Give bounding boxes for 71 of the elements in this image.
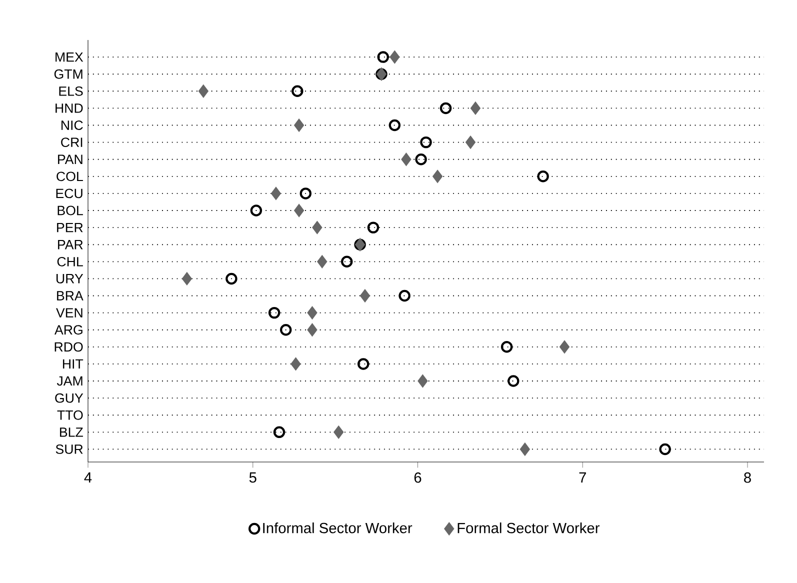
point — [334, 426, 344, 439]
point — [198, 84, 208, 98]
y-tick-label: MEX — [56, 52, 84, 62]
y-tick-label: CHL — [57, 256, 83, 266]
y-tick-label: NIC — [62, 120, 83, 130]
point — [250, 204, 262, 216]
x-tick-label: 7 — [579, 472, 586, 482]
y-tick-label: GUY — [55, 393, 84, 403]
y-tick-label: PER — [57, 222, 83, 232]
y-tick-label: ELS — [59, 86, 83, 96]
point — [659, 443, 671, 456]
point — [432, 170, 443, 184]
y-tick-label: COL — [56, 172, 83, 182]
point — [398, 290, 410, 302]
y-tick-label: RDO — [54, 342, 83, 352]
point — [317, 254, 328, 268]
point — [377, 51, 389, 63]
point — [290, 357, 301, 371]
y-tick-label: GTM — [54, 69, 82, 79]
point — [360, 289, 370, 302]
y-tick-label: JAM — [56, 376, 82, 386]
point — [294, 118, 304, 132]
y-tick-label: CRI — [61, 138, 82, 148]
point — [520, 442, 530, 456]
point — [307, 306, 318, 320]
y-tick-label: URY — [56, 274, 84, 284]
x-tick-label: 5 — [249, 472, 256, 483]
point — [307, 323, 318, 337]
point — [300, 188, 312, 200]
point — [415, 153, 427, 166]
point — [470, 102, 481, 115]
point — [401, 152, 412, 166]
point — [312, 220, 322, 234]
point — [500, 341, 513, 353]
point — [388, 119, 401, 132]
point — [418, 374, 428, 388]
legend-label: Informal Sector Worker — [263, 522, 412, 534]
point — [294, 204, 304, 218]
legend-label: Formal Sector Worker — [458, 522, 600, 534]
y-tick-label: BLZ — [60, 428, 83, 437]
point — [292, 85, 304, 98]
point — [268, 306, 280, 319]
y-tick-label: HND — [56, 104, 83, 113]
point — [273, 426, 286, 438]
point — [390, 50, 400, 64]
point — [465, 136, 476, 149]
y-tick-label: VEN — [56, 308, 82, 318]
y-tick-label: ARG — [54, 325, 82, 335]
point — [440, 102, 452, 114]
y-tick-label: HIT — [62, 359, 84, 369]
y-tick-label: BOL — [58, 206, 83, 216]
y-tick-label: BRA — [57, 291, 84, 300]
point — [508, 375, 520, 387]
y-tick-label: ECU — [56, 188, 82, 198]
x-tick-label: 6 — [414, 472, 422, 483]
point — [559, 340, 570, 354]
point — [182, 272, 192, 286]
y-tick-label: TTO — [57, 410, 83, 420]
point — [340, 256, 353, 268]
x-tick-label: 4 — [84, 472, 92, 482]
y-tick-label: PAN — [58, 154, 82, 164]
point — [420, 136, 432, 148]
point — [226, 272, 238, 285]
y-tick-label: SUR — [56, 444, 83, 454]
y-tick-label: PAR — [58, 240, 83, 250]
x-tick-label: 8 — [744, 472, 751, 483]
point — [537, 170, 549, 182]
point — [367, 222, 380, 234]
point — [280, 324, 292, 336]
point — [270, 186, 282, 200]
point — [357, 358, 370, 370]
